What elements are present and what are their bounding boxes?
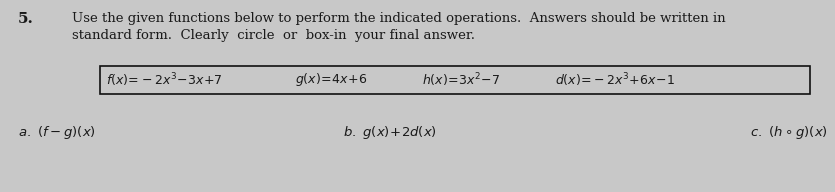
- Bar: [100, 66, 810, 94]
- Text: $\mathit{f}(x)\!=\!-2x^3\!-\!3x\!+\!7$: $\mathit{f}(x)\!=\!-2x^3\!-\!3x\!+\!7$: [106, 71, 223, 89]
- Text: $b.\ \mathit{g(x)\!+\!2d(x)}$: $b.\ \mathit{g(x)\!+\!2d(x)}$: [343, 124, 437, 141]
- Text: $\mathit{d}(x)\!=\!-2x^3\!+\!6x\!-\!1$: $\mathit{d}(x)\!=\!-2x^3\!+\!6x\!-\!1$: [555, 71, 676, 89]
- Text: $\mathit{h}(x)\!=\!3x^2\!-\!7$: $\mathit{h}(x)\!=\!3x^2\!-\!7$: [422, 71, 500, 89]
- Text: Use the given functions below to perform the indicated operations.  Answers shou: Use the given functions below to perform…: [72, 12, 726, 25]
- Text: $\mathit{g}(x)\!=\!4x\!+\!6$: $\mathit{g}(x)\!=\!4x\!+\!6$: [295, 71, 367, 89]
- Text: $a.\ \mathit{(f-g)(x)}$: $a.\ \mathit{(f-g)(x)}$: [18, 124, 96, 141]
- Text: $c.\ \mathit{(h \circ g)(x)}$: $c.\ \mathit{(h \circ g)(x)}$: [750, 124, 828, 141]
- Text: standard form.  Clearly  circle  or  box-in  your final answer.: standard form. Clearly circle or box-in …: [72, 29, 475, 42]
- Text: 5.: 5.: [18, 12, 34, 26]
